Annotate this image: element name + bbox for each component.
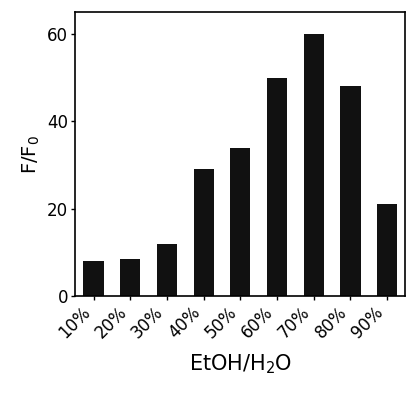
Bar (157, 244, 177, 296)
Bar (120, 259, 140, 296)
Bar (377, 204, 397, 296)
Y-axis label: F/F$_0$: F/F$_0$ (20, 135, 42, 173)
Bar (303, 34, 324, 296)
Bar (230, 148, 250, 296)
Bar (340, 86, 360, 296)
X-axis label: EtOH/H$_2$O: EtOH/H$_2$O (189, 353, 292, 376)
Bar (84, 261, 104, 296)
Bar (267, 78, 287, 296)
Bar (194, 169, 214, 296)
